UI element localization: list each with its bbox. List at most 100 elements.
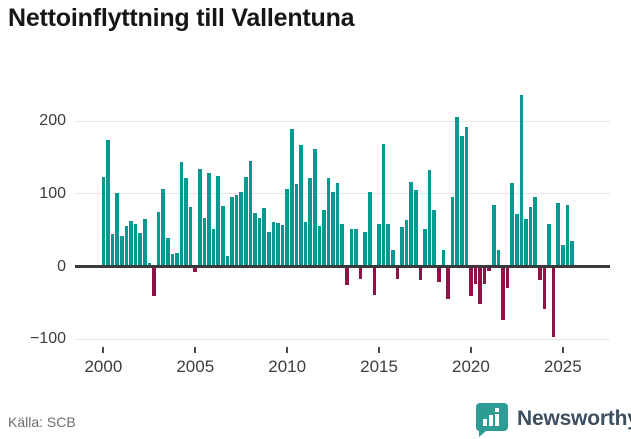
x-axis-label: 2015: [360, 357, 398, 376]
bar-positive: [133, 223, 138, 265]
bar-negative: [193, 268, 198, 273]
x-axis-label: 2005: [176, 357, 215, 376]
bar-negative: [372, 268, 377, 295]
chart-title: Nettoinflyttning till Vallentuna: [8, 4, 355, 32]
bar-positive: [216, 176, 221, 265]
bar-positive: [244, 176, 248, 265]
bar-positive: [234, 195, 239, 265]
bar-positive: [198, 168, 202, 265]
bar-positive: [266, 231, 271, 265]
bar-positive: [441, 249, 446, 265]
y-gridline: [75, 193, 610, 195]
bar-positive: [138, 232, 142, 265]
y-gridline: [75, 120, 610, 122]
bar-negative: [418, 268, 423, 281]
bar-positive: [450, 197, 455, 265]
bar-positive: [289, 128, 294, 265]
bar-positive: [326, 178, 331, 265]
x-axis-tick: [469, 347, 472, 353]
bar-positive: [170, 254, 175, 265]
bar-positive: [271, 222, 276, 265]
bar-negative: [501, 268, 505, 321]
bar-negative: [487, 268, 492, 271]
bar-positive: [110, 234, 115, 265]
x-axis-label: 2025: [543, 357, 582, 376]
bar-positive: [312, 149, 317, 265]
bar-positive: [156, 211, 161, 265]
bar-positive: [409, 182, 413, 265]
y-gridline: [75, 338, 610, 340]
bar-positive: [299, 144, 303, 265]
bar-positive: [510, 182, 515, 265]
bar-positive: [565, 205, 570, 265]
bar-positive: [175, 253, 179, 265]
bar-negative: [551, 268, 556, 338]
bar-positive: [129, 221, 133, 265]
bar-positive: [496, 250, 501, 265]
x-axis-label: 2020: [451, 357, 490, 376]
bar-negative: [482, 268, 487, 284]
y-axis-label: 200: [39, 112, 66, 129]
bar-positive: [115, 192, 119, 265]
bar-positive: [413, 190, 418, 265]
bar-positive: [106, 139, 110, 265]
bar-negative: [473, 268, 478, 284]
bar-positive: [147, 262, 152, 265]
bar-positive: [354, 229, 358, 265]
bar-positive: [570, 240, 574, 265]
bar-positive: [184, 178, 188, 265]
bar-positive: [119, 235, 124, 265]
bar-positive: [561, 244, 565, 265]
bar-positive: [276, 222, 280, 265]
bar-negative: [538, 268, 542, 281]
bar-positive: [432, 210, 436, 265]
bar-positive: [368, 191, 372, 265]
bar-negative: [395, 268, 400, 279]
bar-positive: [331, 191, 335, 265]
bar-positive: [533, 197, 538, 265]
bar-positive: [294, 184, 299, 265]
bar-negative: [469, 268, 473, 297]
bar-positive: [386, 223, 391, 265]
bar-positive: [248, 160, 253, 265]
bar-positive: [427, 170, 432, 265]
y-axis-label: 0: [57, 257, 66, 275]
newsworthy-logo: Newsworthy: [474, 401, 631, 437]
bar-positive: [464, 126, 469, 265]
x-axis-label: 2010: [268, 357, 307, 376]
bar-positive: [101, 176, 106, 265]
bar-positive: [340, 223, 345, 265]
bar-positive: [308, 178, 312, 265]
x-axis-tick: [561, 347, 564, 353]
bar-positive: [253, 213, 257, 265]
bar-positive: [280, 224, 285, 265]
bar-positive: [404, 219, 409, 265]
bar-positive: [202, 217, 207, 265]
bar-positive: [528, 206, 533, 265]
bar-negative: [478, 268, 482, 305]
bar-negative: [446, 268, 450, 300]
bar-positive: [317, 225, 322, 265]
bar-positive: [124, 226, 129, 265]
bar-negative: [436, 268, 441, 282]
bar-negative: [345, 268, 349, 286]
bar-negative: [152, 268, 156, 296]
bar-negative: [505, 268, 510, 289]
y-axis-label: 100: [39, 184, 66, 202]
bar-positive: [179, 161, 184, 265]
bar-positive: [262, 208, 266, 265]
bar-positive: [377, 223, 381, 265]
bar-positive: [391, 249, 395, 265]
bar-positive: [492, 205, 496, 265]
bar-positive: [165, 238, 170, 265]
bar-chart-speech-bubble-icon: [474, 401, 510, 437]
zero-axis-line: [75, 265, 610, 268]
bar-positive: [423, 229, 427, 265]
brand-name: Newsworthy: [517, 407, 631, 430]
bar-positive: [519, 94, 524, 265]
bar-positive: [230, 197, 234, 265]
bar-positive: [221, 206, 225, 265]
bar-positive: [381, 143, 386, 265]
x-axis-tick: [194, 347, 197, 353]
